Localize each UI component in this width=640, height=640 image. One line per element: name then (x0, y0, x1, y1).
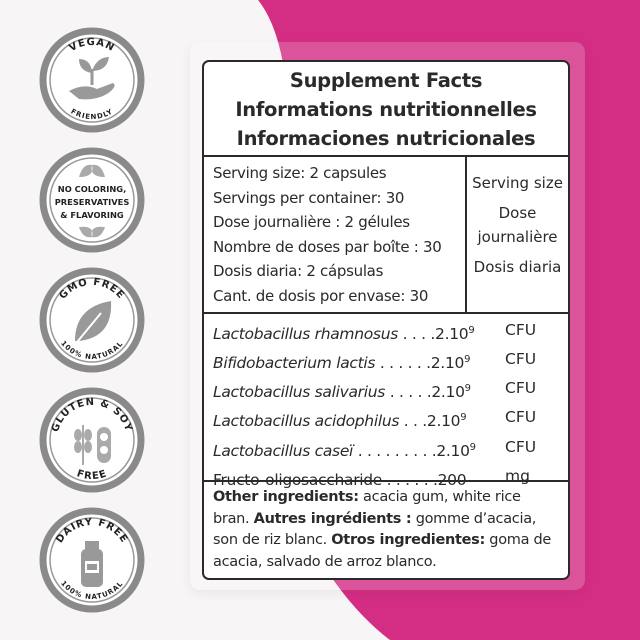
serving-line: Servings per container: 30 (213, 188, 405, 207)
ingredient-amount: 2.10 (435, 325, 469, 344)
other-ingredients-heading: Autres ingrédients : (253, 510, 412, 527)
serving-line: Dose journalière : 2 gélules (213, 213, 410, 231)
ingredient-row: Bifidobacterium lactis . . . . . .2.109 C… (213, 347, 568, 376)
badge-text: NO COLORING, (58, 184, 126, 194)
leader-dots: . . . . . . (375, 354, 431, 373)
leaves-icon (79, 164, 105, 238)
ingredient-unit: CFU (505, 379, 537, 398)
ingredient-row: Fructo-oligosaccharide . . . . . .200 mg (213, 464, 568, 493)
leader-dots: . . . (399, 412, 427, 431)
ingredient-amount: 2.10 (436, 441, 470, 460)
exponent: 9 (469, 441, 476, 453)
ingredient-amount: 2.10 (431, 383, 465, 402)
serving-line: Serving size: 2 capsules (213, 164, 387, 182)
ingredient-amount: 200 (437, 470, 467, 489)
exponent: 9 (468, 325, 475, 336)
serving-line: Dosis diaria: 2 cápsulas (213, 262, 384, 280)
serving-line: Nombre de doses par boîte : 30 (213, 237, 442, 256)
dosis-header: Dosis diaria (473, 258, 562, 276)
ingredient-unit: CFU (505, 350, 537, 369)
badge-text: & FLAVORING (60, 210, 124, 220)
other-ingredients-heading: Other ingredients: (213, 489, 359, 505)
leader-dots: . . . . . . . . . (353, 441, 437, 460)
other-ingredients-text: gomme d’acacia, son de riz blanc. (213, 510, 537, 549)
serving-section: Serving size: 2 capsules Servings per con… (204, 157, 568, 314)
badge-text: PRESERVATIVES (55, 197, 130, 207)
ingredient-unit: CFU (505, 408, 537, 427)
ingredients-section: Lactobacillus rhamnosus . . . .2.109 CFU B… (204, 314, 568, 489)
label-title: Supplement Facts Informations nutritionn… (204, 62, 568, 157)
exponent: 9 (460, 412, 467, 424)
ingredient-unit: CFU (505, 321, 537, 339)
hand-plant-icon (69, 57, 115, 100)
badge-top-text: VEGAN (67, 37, 115, 54)
milk-bottle-icon (81, 541, 103, 587)
svg-text:FREE: FREE (75, 468, 108, 482)
svg-text:VEGAN: VEGAN (67, 37, 116, 54)
title-es: Informaciones nutricionales (236, 127, 536, 150)
ingredient-row: Lactobacillus caseï . . . . . . . . .2.1… (213, 435, 568, 464)
ingredient-row: Lactobacillus acidophilus . . .2.109 CFU (213, 405, 568, 434)
dose-header: Dose journalière (477, 204, 558, 246)
leader-dots: . . . . . (385, 383, 432, 402)
leaf-icon (72, 301, 112, 348)
ingredient-name: Bifidobacterium lactis (213, 354, 376, 373)
other-ingredients-text: acacia gum, white rice bran. (213, 489, 521, 527)
ingredient-name: Lactobacillus caseï (213, 441, 354, 460)
ingredient-name: Fructo-oligosaccharide (213, 470, 383, 489)
badge-bottom-text: FREE (75, 468, 107, 482)
ingredient-amount: 2.10 (426, 412, 461, 431)
leader-dots: . . . . . . (382, 470, 438, 489)
supplement-facts-label: Supplement Facts Informations nutritionn… (202, 60, 570, 580)
ingredient-amount: 2.10 (430, 354, 465, 373)
exponent: 9 (464, 383, 471, 395)
badge-leaves: NO COLORING, PRESERVATIVES & FLAVORING (39, 147, 145, 253)
ingredient-name: Lactobacillus acidophilus (213, 412, 400, 431)
ingredient-name: Lactobacillus salivarius (213, 383, 386, 402)
ingredient-row: Lactobacillus salivarius . . . . .2.109 C… (213, 376, 568, 405)
serving-line: Cant. de dosis por envase: 30 (213, 286, 429, 305)
ingredient-row: Lactobacillus rhamnosus . . . .2.109 CFU (213, 318, 568, 347)
leader-dots: . . . . (398, 325, 436, 344)
serving-size-header: Serving size (472, 174, 563, 192)
ingredient-unit: mg (505, 466, 530, 485)
other-ingredients: Other ingredients: acacia gum, white ric… (204, 482, 568, 573)
wheat-soy-icon (74, 425, 111, 465)
title-en: Supplement Facts (289, 69, 483, 92)
ingredient-unit: CFU (505, 437, 537, 456)
exponent: 9 (464, 354, 471, 366)
other-ingredients-text: goma de acacia, salvado de arroz blanco. (213, 532, 552, 570)
title-fr: Informations nutritionnelles (235, 98, 537, 121)
ingredient-name: Lactobacillus rhamnosus (213, 325, 398, 344)
other-ingredients-heading: Otros ingredientes: (331, 532, 485, 548)
